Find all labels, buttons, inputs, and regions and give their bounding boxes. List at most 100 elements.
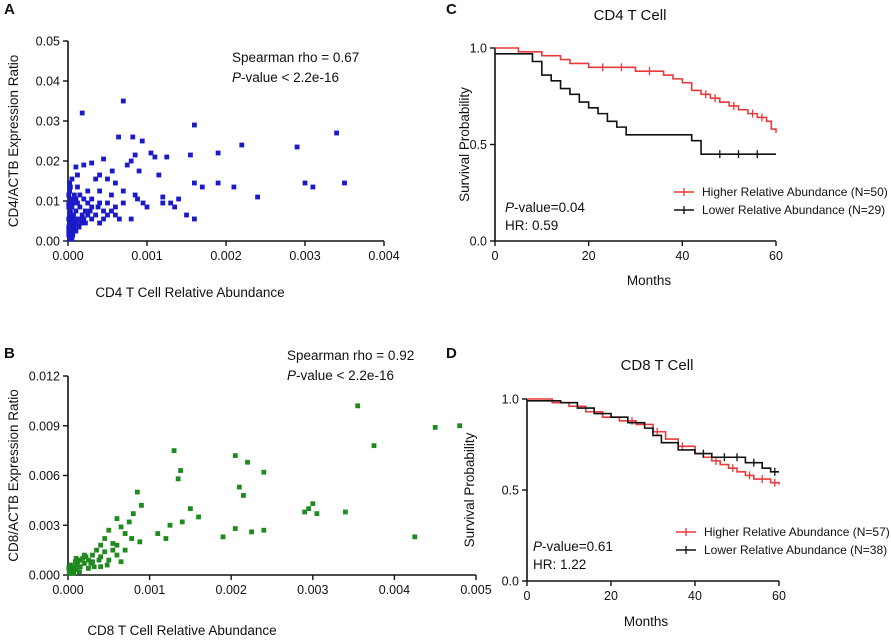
scatter-point bbox=[168, 200, 174, 206]
y-tick-label: 0.5 bbox=[502, 484, 519, 498]
scatter-point bbox=[144, 204, 150, 210]
scatter-point bbox=[220, 534, 226, 540]
scatter-point bbox=[88, 560, 94, 566]
scatter-point bbox=[71, 212, 76, 218]
scatter-point bbox=[105, 176, 110, 182]
scatter-point bbox=[97, 188, 102, 194]
scatter-point bbox=[164, 154, 170, 160]
km-curve bbox=[527, 400, 779, 473]
scatter-point bbox=[130, 134, 136, 140]
scatter-point bbox=[109, 208, 114, 214]
scatter-point bbox=[75, 184, 80, 190]
scatter-point bbox=[132, 152, 138, 158]
scatter-point bbox=[249, 529, 254, 535]
scatter-point bbox=[239, 142, 245, 148]
panel-b: B 0.000 0.001 0.002 0.003 0.004 0.005 0.000 0.00… bbox=[4, 345, 492, 638]
scatter-point bbox=[67, 216, 73, 222]
scatter-point bbox=[120, 200, 126, 206]
scatter-point bbox=[101, 208, 106, 214]
scatter-point bbox=[106, 557, 112, 563]
scatter-point bbox=[139, 502, 144, 508]
y-axis-label: Survival Probability bbox=[462, 432, 477, 547]
scatter-point bbox=[73, 208, 79, 214]
scatter-point bbox=[310, 184, 316, 190]
pvalue-annotation: P-value=0.61 bbox=[533, 539, 613, 554]
scatter-point bbox=[70, 200, 76, 206]
scatter-point bbox=[71, 224, 77, 230]
scatter-point bbox=[97, 220, 102, 226]
scatter-point bbox=[106, 527, 112, 533]
legend-entry: Higher Relative Abundance (N=50) bbox=[702, 185, 888, 199]
y-tick-label: 0.00 bbox=[36, 235, 60, 249]
scatter-point bbox=[152, 154, 158, 160]
x-tick-label: 0 bbox=[524, 589, 531, 603]
scatter-point bbox=[89, 160, 95, 166]
pvalue-text: -value < 2.2e-16 bbox=[296, 368, 394, 383]
km-series-lower bbox=[495, 52, 776, 159]
scatter-point bbox=[97, 200, 102, 206]
scatter-point bbox=[113, 212, 118, 218]
x-tick-label: 0.001 bbox=[131, 249, 162, 263]
scatter-point bbox=[241, 493, 246, 498]
scatter-point bbox=[163, 536, 169, 541]
scatter-point bbox=[81, 560, 87, 566]
scatter-point bbox=[231, 184, 237, 190]
scatter-point bbox=[96, 557, 102, 563]
scatter-point bbox=[67, 184, 73, 190]
pvalue-italic-p: P bbox=[533, 539, 542, 554]
scatter-point bbox=[113, 204, 118, 210]
scatter-point bbox=[97, 172, 102, 178]
scatter-point bbox=[334, 130, 339, 136]
y-tick-label: 0.006 bbox=[29, 469, 60, 483]
chart-title: CD8 T Cell bbox=[621, 357, 694, 374]
y-tick-label: 0.000 bbox=[29, 569, 60, 583]
pvalue-italic-p: P bbox=[505, 200, 514, 215]
panel-a: A 0.000 0.001 0.002 0.003 0.004 0.00 0.01 0.02 0.… bbox=[4, 1, 400, 300]
scatter-point bbox=[86, 557, 91, 563]
scatter-point bbox=[105, 200, 110, 206]
scatter-point bbox=[155, 531, 161, 536]
scatter-point bbox=[122, 531, 128, 536]
scatter-points bbox=[66, 98, 347, 242]
scatter-point bbox=[75, 559, 81, 565]
scatter-point bbox=[94, 547, 99, 553]
scatter-point bbox=[178, 468, 184, 473]
scatter-point bbox=[120, 98, 126, 104]
scatter-point bbox=[77, 569, 82, 575]
scatter-point bbox=[71, 192, 77, 198]
y-tick-label: 1.0 bbox=[470, 42, 487, 56]
scatter-point bbox=[85, 200, 91, 206]
scatter-point bbox=[81, 196, 87, 202]
x-tick-label: 40 bbox=[675, 249, 689, 263]
scatter-points bbox=[66, 403, 463, 576]
scatter-point bbox=[109, 192, 114, 198]
x-tick-label: 0.000 bbox=[52, 583, 83, 597]
y-tick-label: 0.0 bbox=[470, 235, 487, 249]
scatter-point bbox=[355, 403, 361, 409]
scatter-point bbox=[255, 194, 260, 200]
scatter-point bbox=[77, 557, 83, 563]
scatter-point bbox=[156, 172, 162, 178]
scatter-point bbox=[67, 569, 73, 575]
scatter-point bbox=[89, 196, 95, 202]
scatter-point bbox=[184, 212, 189, 218]
scatter-point bbox=[101, 216, 106, 222]
scatter-point bbox=[71, 228, 76, 234]
scatter-point bbox=[66, 224, 72, 230]
km-series-higher bbox=[495, 47, 777, 133]
y-axis-label: Survival Probability bbox=[457, 87, 472, 202]
scatter-point bbox=[90, 552, 95, 558]
scatter-point bbox=[245, 459, 250, 465]
panel-letter: D bbox=[446, 345, 457, 362]
x-tick-label: 60 bbox=[772, 589, 786, 603]
panel-letter: B bbox=[4, 345, 15, 362]
scatter-point bbox=[118, 524, 124, 530]
scatter-point bbox=[85, 188, 91, 194]
scatter-point bbox=[101, 156, 106, 162]
scatter-point bbox=[98, 554, 104, 560]
scatter-point bbox=[77, 204, 83, 210]
scatter-point bbox=[105, 212, 110, 218]
scatter-point bbox=[66, 200, 72, 206]
scatter-point bbox=[306, 506, 312, 512]
scatter-point bbox=[179, 519, 185, 525]
